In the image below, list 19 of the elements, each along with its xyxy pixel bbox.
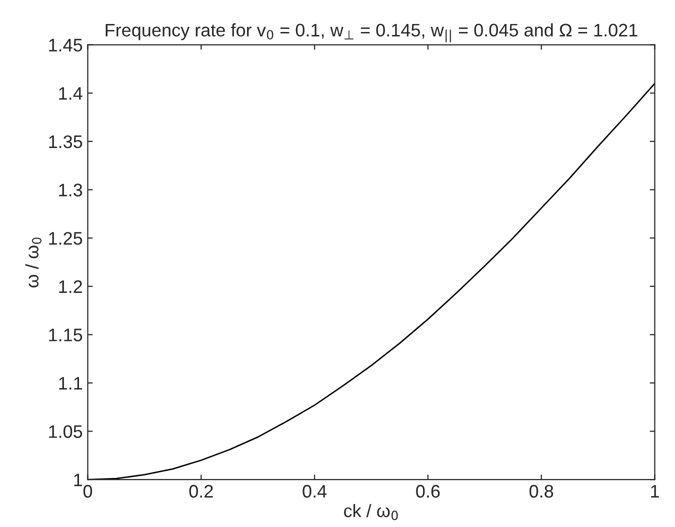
y-tick-label: 1.05 (49, 425, 82, 438)
x-axis-title: ck / ω$_{0}$ (344, 504, 398, 520)
y-tick-label: 1 (74, 474, 82, 486)
x-tick-label: 0.8 (530, 484, 554, 498)
x-tick-label: 0 (83, 484, 92, 498)
y-tick-label: 1.15 (49, 328, 82, 342)
y-tick-label: 1.1 (59, 377, 82, 390)
x-tick-label: 1 (651, 485, 659, 498)
chart-title: Frequency rate for v$_{0}$ = 0.1, w$_{⊥}$ = 0.145, w$_{||}$ = 0.045 and Ω = 1.021 (106, 23, 638, 42)
x-tick-label: 0.6 (416, 484, 440, 498)
x-tick-label: 0.2 (189, 484, 213, 498)
x-tick-label: 0.4 (302, 484, 327, 498)
y-tick-label: 1.2 (59, 280, 82, 293)
y-tick-label: 1.3 (59, 184, 82, 196)
y-tick-label: 1.35 (49, 135, 82, 148)
y-tick-label: 1.25 (49, 232, 82, 245)
y-tick-label: 1.4 (59, 87, 82, 100)
y-axis-title: ω / ω$_{0}$ (25, 238, 42, 288)
y-tick-label: 1.45 (49, 38, 82, 52)
